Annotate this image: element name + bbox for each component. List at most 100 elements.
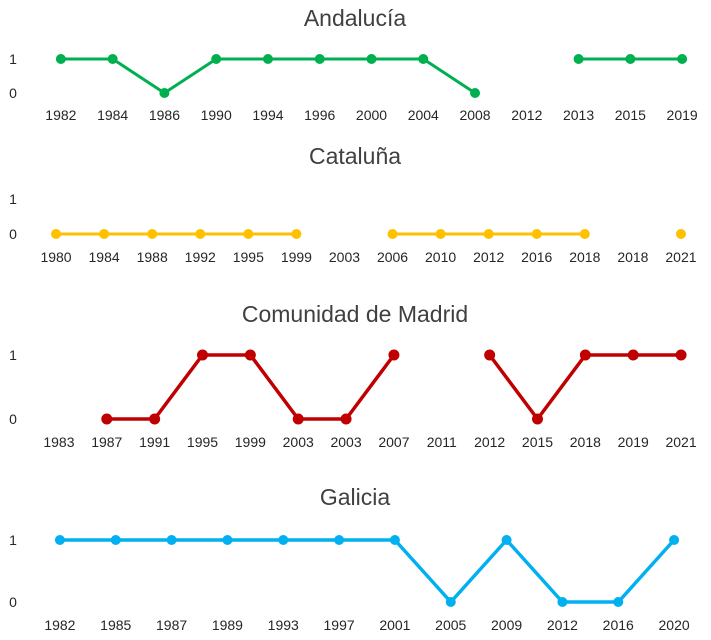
x-tick-label: 2018 bbox=[569, 249, 600, 265]
y-tick-label: 0 bbox=[9, 226, 17, 242]
x-tick-label: 2005 bbox=[435, 617, 466, 633]
data-point bbox=[484, 349, 496, 361]
x-tick-label: 2013 bbox=[563, 107, 594, 123]
x-tick-label: 2004 bbox=[408, 107, 439, 123]
x-tick-label: 2012 bbox=[473, 249, 504, 265]
data-point bbox=[149, 413, 161, 425]
data-point bbox=[262, 54, 273, 64]
x-tick-label: 2001 bbox=[379, 617, 410, 633]
x-tick-label: 1995 bbox=[233, 249, 264, 265]
x-tick-label: 2012 bbox=[547, 617, 578, 633]
x-tick-label: 1988 bbox=[137, 249, 168, 265]
x-tick-label: 2012 bbox=[511, 107, 542, 123]
chart-panel-4: Galicia 0 1 1982 1985 1987 1989 1993 1997 2001 200… bbox=[9, 484, 690, 633]
x-tick-label: 2015 bbox=[522, 434, 553, 450]
data-point bbox=[222, 535, 233, 545]
x-tick-label: 1990 bbox=[201, 107, 232, 123]
data-point bbox=[557, 597, 568, 607]
data-point bbox=[197, 349, 208, 361]
x-tick-label: 1982 bbox=[45, 107, 76, 123]
data-point bbox=[291, 229, 302, 239]
data-point bbox=[292, 413, 304, 425]
data-point bbox=[675, 229, 686, 239]
data-point bbox=[55, 54, 66, 64]
series-line bbox=[59, 57, 684, 95]
y-tick-label: 1 bbox=[9, 191, 17, 207]
chart-title: Andalucía bbox=[304, 5, 407, 31]
data-point bbox=[166, 535, 177, 545]
data-point bbox=[388, 349, 400, 361]
x-tick-label: 2019 bbox=[618, 434, 649, 450]
data-point bbox=[445, 597, 456, 607]
x-tick-label: 1985 bbox=[100, 617, 131, 633]
x-tick-label: 1980 bbox=[40, 249, 71, 265]
y-tick-label: 1 bbox=[9, 532, 17, 548]
x-tick-label: 1984 bbox=[97, 107, 128, 123]
data-point bbox=[625, 54, 636, 64]
x-tick-label: 1982 bbox=[44, 617, 75, 633]
data-point bbox=[278, 535, 289, 545]
y-tick-label: 1 bbox=[9, 51, 17, 67]
y-tick-label: 0 bbox=[9, 411, 17, 427]
data-point bbox=[147, 229, 158, 239]
x-tick-label: 1991 bbox=[139, 434, 170, 450]
x-tick-label: 2011 bbox=[427, 434, 457, 450]
chart-panel-1: Andalucía 0 1 1982 1984 1986 1990 1994 1996 2000 2… bbox=[9, 5, 698, 123]
y-tick-label: 1 bbox=[9, 347, 17, 363]
data-point bbox=[387, 229, 398, 239]
x-tick-label: 1999 bbox=[235, 434, 266, 450]
data-point bbox=[244, 349, 256, 361]
x-tick-label: 1986 bbox=[149, 107, 180, 123]
data-point bbox=[627, 349, 639, 361]
x-tick-label: 2016 bbox=[603, 617, 634, 633]
data-point bbox=[483, 229, 494, 239]
data-point bbox=[99, 229, 110, 239]
data-point bbox=[675, 349, 687, 361]
x-tick-label: 1989 bbox=[212, 617, 243, 633]
series-line bbox=[58, 538, 676, 604]
data-point bbox=[669, 535, 680, 545]
data-point bbox=[418, 54, 429, 64]
data-point bbox=[470, 88, 481, 98]
x-tick-label: 2000 bbox=[356, 107, 387, 123]
y-tick-label: 0 bbox=[9, 85, 17, 101]
x-tick-label: 1987 bbox=[91, 434, 122, 450]
x-tick-label: 1992 bbox=[185, 249, 216, 265]
x-tick-label: 2007 bbox=[378, 434, 409, 450]
x-tick-label: 1997 bbox=[324, 617, 355, 633]
data-point bbox=[334, 535, 345, 545]
chart-title: Galicia bbox=[320, 484, 391, 510]
data-point bbox=[211, 54, 222, 64]
data-point bbox=[243, 229, 254, 239]
data-point bbox=[340, 413, 352, 425]
x-tick-label: 1987 bbox=[156, 617, 187, 633]
x-tick-label: 1995 bbox=[187, 434, 218, 450]
data-point bbox=[195, 229, 206, 239]
data-point bbox=[314, 54, 325, 64]
data-point bbox=[501, 535, 512, 545]
x-tick-label: 2021 bbox=[665, 434, 696, 450]
x-tick-label: 2020 bbox=[659, 617, 690, 633]
data-point bbox=[435, 229, 446, 239]
x-tick-label: 2018 bbox=[617, 249, 648, 265]
x-tick-label: 2010 bbox=[425, 249, 456, 265]
data-point bbox=[51, 229, 62, 239]
data-point bbox=[107, 54, 118, 64]
data-point bbox=[101, 413, 113, 425]
x-tick-label: 2019 bbox=[667, 107, 698, 123]
data-point bbox=[579, 349, 591, 361]
x-tick-label: 2021 bbox=[665, 249, 696, 265]
x-tick-label: 2006 bbox=[377, 249, 408, 265]
chart-title: Cataluña bbox=[309, 143, 401, 169]
chart-panel-2: Cataluña 0 1 1980 1984 1988 1992 1995 1999 2003 20… bbox=[9, 143, 697, 265]
x-tick-label: 2018 bbox=[570, 434, 601, 450]
data-point bbox=[573, 54, 584, 64]
x-tick-label: 1996 bbox=[304, 107, 335, 123]
x-tick-label: 2008 bbox=[459, 107, 490, 123]
x-tick-label: 2003 bbox=[283, 434, 314, 450]
x-tick-label: 2009 bbox=[491, 617, 522, 633]
x-tick-label: 1983 bbox=[43, 434, 74, 450]
data-point bbox=[366, 54, 377, 64]
